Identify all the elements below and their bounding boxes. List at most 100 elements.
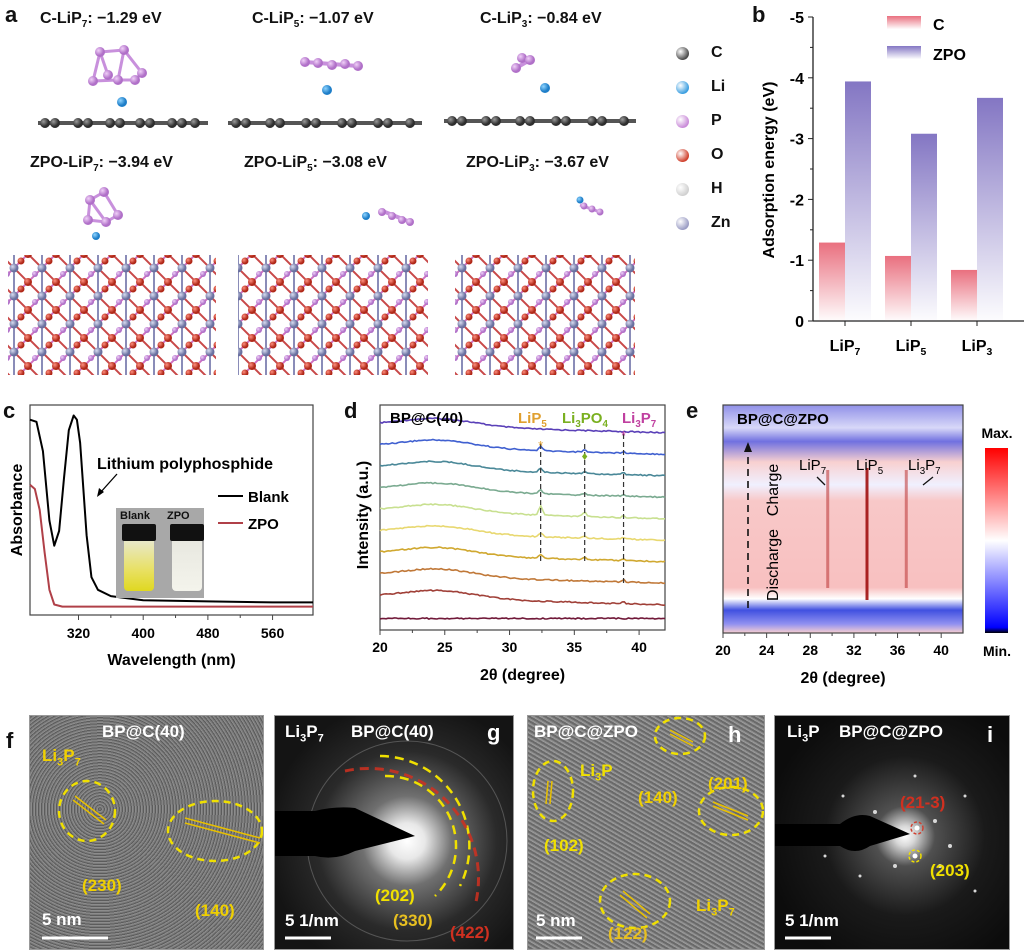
lattice-annotations xyxy=(531,716,764,940)
atom-p-icon xyxy=(676,114,689,128)
beam-stopper xyxy=(275,807,415,858)
colorbar-min-label: Min. xyxy=(983,643,1011,659)
x-tick-label: 560 xyxy=(261,625,285,641)
title-sub: 3 xyxy=(521,19,528,31)
y-axis-label: Adsorption energy (eV) xyxy=(761,82,778,259)
zpo-slab xyxy=(8,255,216,375)
xrd-curve-9 xyxy=(379,589,665,606)
y-tick-label: -2 xyxy=(790,192,804,209)
xrd-curve-8 xyxy=(379,567,666,585)
title-value: : −1.29 eV xyxy=(87,10,162,27)
title-text: ZPO-LiP xyxy=(466,154,530,171)
plane-label: (203) xyxy=(930,861,970,880)
x-tick-label: 480 xyxy=(196,625,220,641)
scale-bar-label: 5 nm xyxy=(536,911,576,930)
y-tick-label: 0 xyxy=(795,314,804,331)
chart-d-xrd: * ♦ * BP@C(40) LiP5 Li3PO4 Li3P7 20 25 30 35 40 2θ (… xyxy=(355,404,666,684)
title-text: C-LiP xyxy=(252,10,294,27)
sample-label: BP@C@ZPO xyxy=(839,722,943,741)
panel-label-a: a xyxy=(5,2,18,27)
graphene-sheet xyxy=(38,118,208,128)
title-sub: 5 xyxy=(293,19,300,31)
lip7-cluster xyxy=(88,45,147,86)
bar-c-lip5 xyxy=(885,255,911,321)
heatmap-peak-band xyxy=(826,470,830,588)
bar-c-lip3 xyxy=(951,269,977,321)
phase-sub: 7 xyxy=(74,756,81,769)
x-tick-label: 30 xyxy=(502,639,518,655)
hrtem-image-h: BP@C@ZPO h Li3P (140) (201) (102) (122) … xyxy=(527,715,765,950)
x-tick-label: 40 xyxy=(631,639,647,655)
plane-label: (140) xyxy=(195,901,235,920)
chart-b-adsorption-energy: 0 -1 -2 -3 -4 -5 LiP7 LiP5 LiP3 Adsorption energy… xyxy=(761,10,1024,358)
xrd-curve-7 xyxy=(379,546,666,563)
chart-e-insitu-heatmap: BP@C@ZPO Charge Discharge LiP7 LiP5 Li3P7 20 24… xyxy=(715,404,1013,687)
title-value: : −3.94 eV xyxy=(98,154,173,171)
arrow-up-icon xyxy=(744,442,752,452)
li-atom xyxy=(362,212,370,220)
x-tick-label: 20 xyxy=(715,642,731,658)
phase-label: Li3P7 xyxy=(696,896,735,918)
lattice-annotations xyxy=(42,779,263,940)
x-tick-label: 400 xyxy=(132,625,156,641)
colorbar-max-label: Max. xyxy=(981,425,1012,441)
atom-legend-item: O xyxy=(676,146,723,164)
x-tick-label: 24 xyxy=(759,642,775,658)
x-tick-label: 28 xyxy=(802,642,818,658)
marker-label-li3po4: Li3PO4 xyxy=(562,410,608,430)
vial-photo-inset: Blank ZPO xyxy=(116,508,204,598)
structures-illustration xyxy=(8,45,636,375)
phase-text: Li xyxy=(42,746,58,765)
li-atom xyxy=(92,232,100,240)
title-text: ZPO-LiP xyxy=(244,154,308,171)
series-line-zpo xyxy=(29,484,313,608)
sample-label: BP@C@ZPO xyxy=(534,722,638,741)
x-tick-label: 35 xyxy=(567,639,583,655)
plane-label: (422) xyxy=(450,923,490,942)
xrd-curve-10 xyxy=(379,617,666,620)
peak-arrow xyxy=(816,476,826,486)
atom-li-icon xyxy=(676,80,689,94)
x-tick-label: LiP3 xyxy=(962,338,993,358)
y-axis-label: Absorbance xyxy=(9,464,26,557)
vial-label-blank: Blank xyxy=(120,510,150,522)
marker-label-li3p7: Li3P7 xyxy=(622,410,656,430)
x-tick-label: 36 xyxy=(890,642,906,658)
phase-sub: 7 xyxy=(728,906,735,919)
plane-label: (102) xyxy=(544,836,584,855)
panel-label-e: e xyxy=(686,398,699,423)
y-tick-label: -5 xyxy=(790,10,804,27)
legend-label-c: C xyxy=(933,17,945,34)
charge-label: Charge xyxy=(765,464,782,517)
plane-label: (230) xyxy=(82,876,122,895)
atom-o-icon xyxy=(676,148,689,162)
vial-zpo-clear xyxy=(172,541,202,591)
legend-swatch-zpo xyxy=(887,46,921,59)
panel-label-b: b xyxy=(752,2,766,27)
bar-c-lip7 xyxy=(819,242,845,321)
title-text: C-LiP xyxy=(40,10,82,27)
phase-text: Li xyxy=(787,722,803,741)
lip3-cluster xyxy=(511,53,535,73)
graphene-sheet xyxy=(228,118,422,128)
title-sub: 7 xyxy=(81,19,88,31)
heatmap-peak-band xyxy=(904,470,908,588)
li-atom xyxy=(576,196,584,204)
phase-sub: 3 xyxy=(595,771,602,784)
atom-legend-item: P xyxy=(676,112,722,130)
peak-label-lip5: LiP5 xyxy=(856,457,884,477)
sample-label: BP@C(40) xyxy=(351,722,434,741)
title-value: : −0.84 eV xyxy=(527,10,602,27)
saed-annotations xyxy=(775,774,977,940)
atom-h-icon xyxy=(676,182,689,196)
peak-marker-asterisk: * xyxy=(538,438,543,453)
lip3-cluster xyxy=(579,202,604,216)
annotation-arrow xyxy=(99,473,118,494)
x-tick-label: LiP5 xyxy=(896,338,927,358)
lip5-chain xyxy=(378,208,414,226)
x-tick-label: 32 xyxy=(846,642,862,658)
discharge-label: Discharge xyxy=(765,529,782,601)
xrd-curve-3 xyxy=(379,460,666,477)
x-axis-label: Wavelength (nm) xyxy=(107,652,235,669)
phase-text: P xyxy=(717,896,729,915)
